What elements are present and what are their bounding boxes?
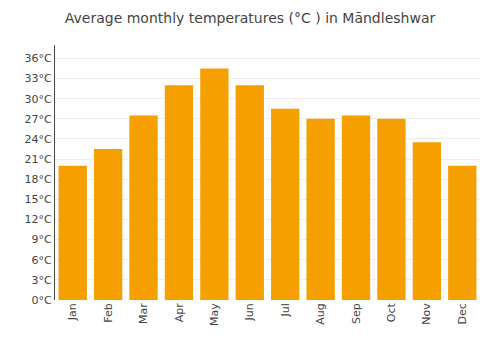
- svg-text:3°C: 3°C: [32, 274, 52, 287]
- svg-text:Jun: Jun: [243, 303, 256, 321]
- svg-text:Sep: Sep: [350, 303, 363, 324]
- svg-text:Dec: Dec: [456, 303, 469, 324]
- svg-text:Jan: Jan: [66, 303, 79, 321]
- svg-text:33°C: 33°C: [25, 72, 52, 85]
- svg-text:18°C: 18°C: [25, 173, 52, 186]
- svg-text:9°C: 9°C: [32, 233, 52, 246]
- svg-text:Mar: Mar: [137, 303, 150, 324]
- svg-text:Jul: Jul: [279, 303, 292, 317]
- svg-text:27°C: 27°C: [25, 113, 52, 126]
- svg-text:6°C: 6°C: [32, 254, 52, 267]
- svg-text:21°C: 21°C: [25, 153, 52, 166]
- svg-text:Apr: Apr: [173, 303, 186, 323]
- svg-text:Feb: Feb: [102, 303, 115, 322]
- svg-text:Oct: Oct: [385, 303, 398, 323]
- svg-text:Average monthly temperatures (: Average monthly temperatures (°C ) in Mā…: [65, 10, 436, 26]
- svg-text:May: May: [208, 303, 221, 326]
- svg-text:12°C: 12°C: [25, 213, 52, 226]
- svg-text:Aug: Aug: [314, 303, 327, 324]
- svg-text:30°C: 30°C: [25, 93, 52, 106]
- svg-text:0°C: 0°C: [32, 294, 52, 307]
- svg-text:Nov: Nov: [420, 303, 433, 325]
- svg-text:24°C: 24°C: [25, 133, 52, 146]
- svg-text:15°C: 15°C: [25, 193, 52, 206]
- svg-text:36°C: 36°C: [25, 52, 52, 65]
